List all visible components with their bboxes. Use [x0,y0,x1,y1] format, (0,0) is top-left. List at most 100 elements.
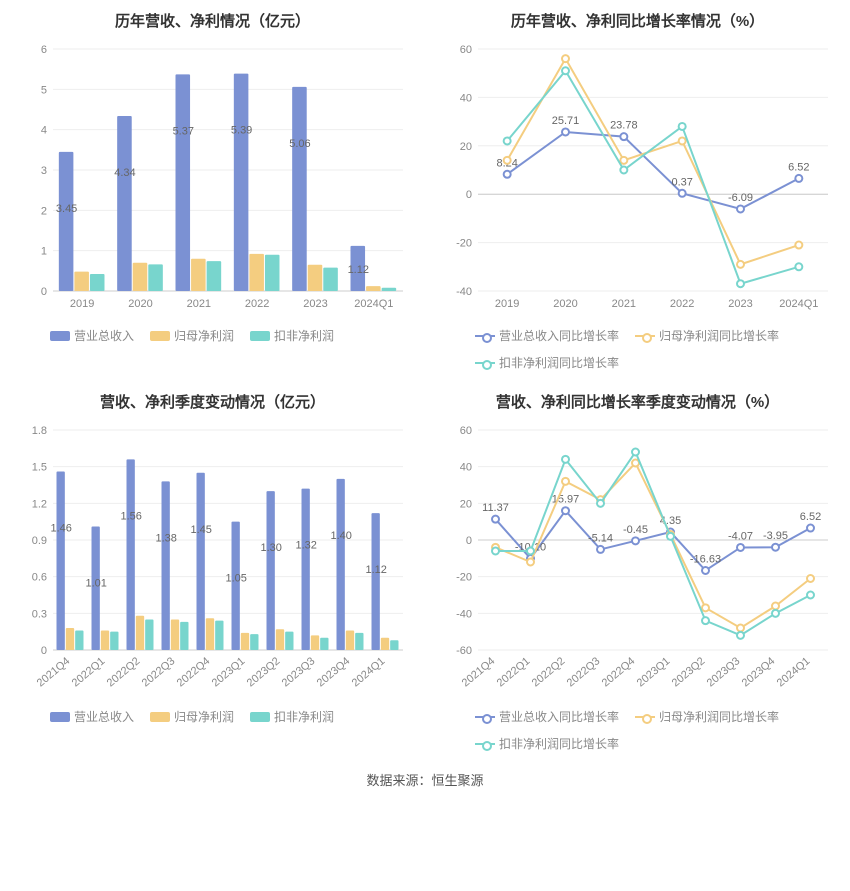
svg-text:2022Q1: 2022Q1 [69,655,107,689]
svg-text:2022Q4: 2022Q4 [174,655,212,689]
svg-text:2022Q2: 2022Q2 [104,655,142,689]
panel-annual-growth: 历年营收、净利同比增长率情况（%） -40-200204060201920202… [435,10,840,371]
legend-label: 扣非净利润同比增长率 [499,354,619,371]
legend-item: 归母净利润同比增长率 [635,327,779,344]
svg-text:2023Q1: 2023Q1 [209,655,247,689]
legend-swatch [150,712,170,722]
svg-text:1.46: 1.46 [50,523,71,535]
svg-text:0: 0 [40,286,46,298]
svg-text:2022Q1: 2022Q1 [494,655,532,689]
legend-label: 归母净利润 [174,327,234,344]
svg-text:0: 0 [465,189,471,201]
legend-item: 营业总收入 [50,708,134,725]
legend-swatch [475,335,495,337]
svg-text:2022: 2022 [669,298,693,310]
svg-text:40: 40 [459,92,471,104]
svg-text:60: 60 [459,425,471,437]
chart-grid: 历年营收、净利情况（亿元） 0 1 2 3 4 5 6 3.45 2019 4.34 2020 5.3… [10,10,840,752]
legend-swatch [635,335,655,337]
svg-text:5.39: 5.39 [230,125,251,137]
svg-text:6.52: 6.52 [788,161,809,173]
chart-area: -60-40-2002040602021Q42022Q12022Q22022Q3… [438,420,838,700]
legend-label: 扣非净利润 [274,708,334,725]
svg-text:1.32: 1.32 [295,540,316,552]
svg-text:1.12: 1.12 [347,264,368,276]
svg-text:4.34: 4.34 [114,167,135,179]
svg-text:5: 5 [40,84,46,96]
svg-text:3: 3 [40,165,46,177]
svg-text:1.38: 1.38 [155,532,176,544]
svg-text:0.9: 0.9 [31,535,46,547]
svg-text:2023Q2: 2023Q2 [244,655,282,689]
svg-text:1.2: 1.2 [31,498,46,510]
legend-label: 归母净利润 [174,708,234,725]
svg-text:2022Q2: 2022Q2 [529,655,567,689]
chart-area: 01234563.4520194.3420205.3720215.3920225… [13,39,413,319]
svg-text:1.8: 1.8 [31,425,46,437]
svg-text:2023Q1: 2023Q1 [634,655,672,689]
svg-text:2023Q4: 2023Q4 [739,655,777,689]
legend-label: 扣非净利润同比增长率 [499,735,619,752]
legend-swatch [475,716,495,718]
svg-text:2022Q3: 2022Q3 [564,655,602,689]
svg-text:1.30: 1.30 [260,542,281,554]
svg-text:2020: 2020 [553,298,577,310]
svg-text:60: 60 [459,44,471,56]
svg-text:2023Q3: 2023Q3 [279,655,317,689]
svg-text:2022Q3: 2022Q3 [139,655,177,689]
svg-text:-3.95: -3.95 [762,530,787,542]
legend-swatch [475,743,495,745]
legend-swatch [50,331,70,341]
svg-text:4: 4 [40,125,46,137]
legend-item: 归母净利润 [150,708,234,725]
legend-item: 扣非净利润 [250,327,334,344]
svg-text:1.45: 1.45 [190,524,211,536]
svg-text:-20: -20 [456,238,472,250]
svg-text:1.01: 1.01 [85,578,106,590]
svg-text:2021: 2021 [186,298,210,310]
legend-swatch [150,331,170,341]
legend-item: 扣非净利润同比增长率 [475,735,619,752]
svg-text:2024Q1: 2024Q1 [354,298,393,310]
svg-text:1: 1 [40,246,46,258]
svg-text:2021: 2021 [611,298,635,310]
panel-title: 营收、净利同比增长率季度变动情况（%） [496,391,779,412]
legend-swatch [635,716,655,718]
svg-text:2023Q3: 2023Q3 [704,655,742,689]
svg-text:0.37: 0.37 [671,176,692,188]
legend: 营业总收入同比增长率归母净利润同比增长率扣非净利润同比增长率 [435,708,840,752]
legend-item: 营业总收入同比增长率 [475,708,619,725]
svg-text:20: 20 [459,498,471,510]
svg-text:2019: 2019 [69,298,93,310]
panel-title: 历年营收、净利情况（亿元） [115,10,310,31]
svg-text:1.12: 1.12 [365,564,386,576]
svg-text:-20: -20 [456,572,472,584]
svg-text:2023: 2023 [303,298,327,310]
svg-text:2: 2 [40,205,46,217]
svg-text:23.78: 23.78 [610,120,638,132]
panel-quarterly-revenue: 营收、净利季度变动情况（亿元） 00.30.60.91.21.51.81.462… [10,391,415,752]
legend-label: 营业总收入同比增长率 [499,327,619,344]
legend-item: 营业总收入同比增长率 [475,327,619,344]
svg-text:2024Q1: 2024Q1 [779,298,818,310]
panel-quarterly-growth: 营收、净利同比增长率季度变动情况（%） -60-40-2002040602021… [435,391,840,752]
legend-label: 扣非净利润 [274,327,334,344]
panel-annual-revenue: 历年营收、净利情况（亿元） 0 1 2 3 4 5 6 3.45 2019 4.34 2020 5.3… [10,10,415,371]
svg-text:2023: 2023 [728,298,752,310]
svg-text:6: 6 [40,44,46,56]
svg-text:6.52: 6.52 [799,511,820,523]
svg-text:2020: 2020 [128,298,152,310]
svg-text:-16.63: -16.63 [689,553,720,565]
legend-item: 扣非净利润 [250,708,334,725]
legend-swatch [475,362,495,364]
svg-text:2019: 2019 [494,298,518,310]
svg-text:2021Q4: 2021Q4 [34,655,72,689]
svg-text:3.45: 3.45 [55,203,76,215]
legend-label: 营业总收入同比增长率 [499,708,619,725]
legend-item: 扣非净利润同比增长率 [475,354,619,371]
svg-text:1.40: 1.40 [330,530,351,542]
svg-text:-60: -60 [456,645,472,657]
svg-text:5.06: 5.06 [289,138,310,150]
svg-text:5.37: 5.37 [172,125,193,137]
svg-text:25.71: 25.71 [551,115,579,127]
